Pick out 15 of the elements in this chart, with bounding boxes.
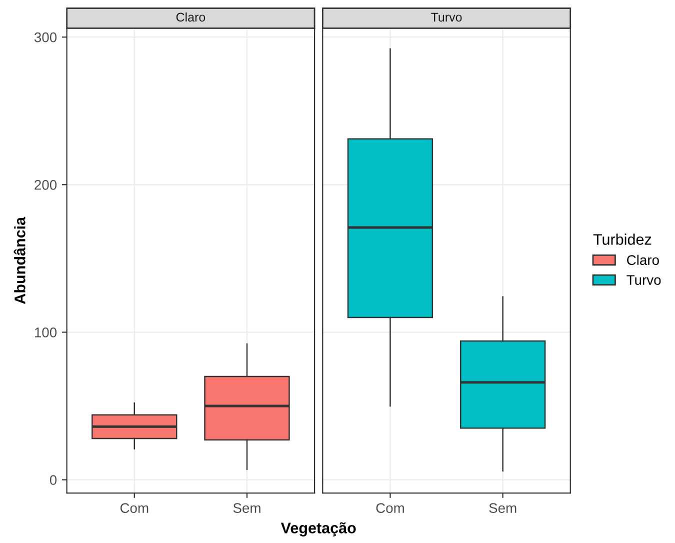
y-tick-label: 100: [34, 328, 57, 338]
y-axis-title: Abundância: [14, 216, 26, 304]
y-tick-label: 300: [34, 32, 57, 42]
x-tick-label: Com: [120, 503, 148, 513]
y-tick-label: 0: [50, 475, 57, 485]
legend-title: Turbidez: [593, 234, 652, 245]
x-tick-label: Com: [376, 503, 404, 513]
legend-label: Turvo: [626, 275, 661, 285]
x-tick-label: Sem: [489, 503, 516, 513]
x-axis-title: Vegetação: [280, 522, 356, 536]
legend-label: Claro: [627, 254, 659, 266]
chart-title: Turvo: [431, 12, 462, 22]
y-tick-label: 200: [34, 180, 57, 190]
x-tick-label: Sem: [233, 503, 260, 513]
chart-title: Claro: [176, 12, 206, 22]
